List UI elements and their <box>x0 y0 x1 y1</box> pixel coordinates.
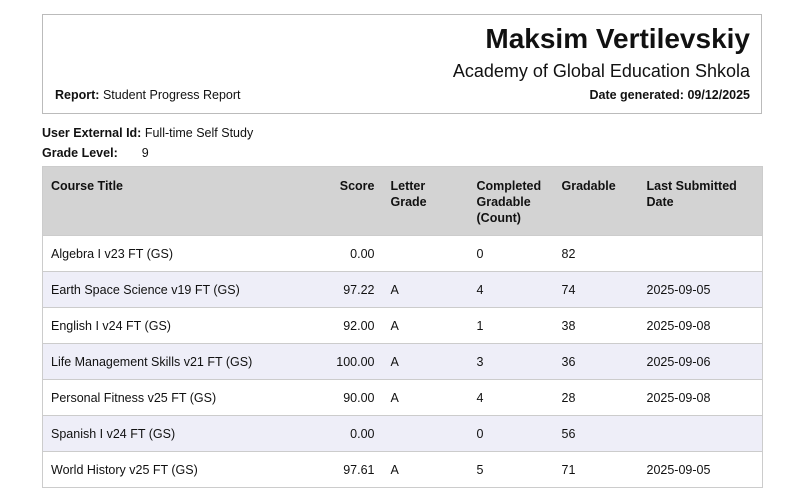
cell: Earth Space Science v19 FT (GS) <box>42 271 321 308</box>
cell: Algebra I v23 FT (GS) <box>42 235 321 272</box>
cell: 5 <box>468 451 554 488</box>
cell: 1 <box>468 307 554 344</box>
value: 09/12/2025 <box>687 88 750 102</box>
course-row: Life Management Skills v21 FT (GS) 100.00… <box>42 343 763 380</box>
cell: Life Management Skills v21 FT (GS) <box>42 343 321 380</box>
label: User External Id: <box>42 126 142 140</box>
course-table: Course Title Score Letter Grade Completed G… <box>42 166 763 488</box>
header-row: Course Title Score Letter Grade Completed G… <box>42 166 763 236</box>
school-name: Academy of Global Education Shkola <box>452 61 750 81</box>
cell: 90.00 <box>320 379 383 416</box>
cell <box>638 235 763 272</box>
cell: 28 <box>553 379 639 416</box>
date-generated: Date generated: 09/12/2025 <box>589 88 750 102</box>
cell: 0.00 <box>320 235 383 272</box>
column-header: Gradable <box>553 166 639 236</box>
course-row: English I v24 FT (GS) 92.00 A 1 38 2025-09-08 <box>42 307 763 344</box>
cell: 0.00 <box>320 415 383 452</box>
cell: World History v25 FT (GS) <box>42 451 321 488</box>
column-header: Score <box>320 166 383 236</box>
cell: 2025-09-05 <box>638 271 763 308</box>
cell: 2025-09-08 <box>638 379 763 416</box>
cell: 0 <box>468 235 554 272</box>
cell: 38 <box>553 307 639 344</box>
cell: English I v24 FT (GS) <box>42 307 321 344</box>
cell: 100.00 <box>320 343 383 380</box>
report-type: Report: Student Progress Report <box>55 88 241 102</box>
label: Date generated: <box>589 88 684 102</box>
cell: A <box>382 451 469 488</box>
cell: A <box>382 271 469 308</box>
cell: 36 <box>553 343 639 380</box>
user-id: User External Id: Full-time Self Study <box>42 123 253 143</box>
course-row: Algebra I v23 FT (GS) 0.00 0 82 <box>42 235 763 272</box>
cell: 3 <box>468 343 554 380</box>
cell: 82 <box>553 235 639 272</box>
report-header: Maksim Vertilevskiy Academy of Global Ed… <box>42 14 762 114</box>
course-row: Personal Fitness v25 FT (GS) 90.00 A 4 28 202… <box>42 379 763 416</box>
course-row: Spanish I v24 FT (GS) 0.00 0 56 <box>42 415 763 452</box>
cell: 71 <box>553 451 639 488</box>
cell: 2025-09-08 <box>638 307 763 344</box>
cell: A <box>382 379 469 416</box>
cell <box>382 415 469 452</box>
column-header: Letter Grade <box>382 166 469 236</box>
cell: 2025-09-06 <box>638 343 763 380</box>
value: Full-time Self Study <box>144 126 254 140</box>
cell <box>638 415 763 452</box>
value: Student Progress Report <box>102 88 241 102</box>
cell: 2025-09-05 <box>638 451 763 488</box>
cell: 0 <box>468 415 554 452</box>
cell: 97.22 <box>320 271 383 308</box>
cell: Spanish I v24 FT (GS) <box>42 415 321 452</box>
cell <box>382 235 469 272</box>
cell: 4 <box>468 271 554 308</box>
grade-level: Grade Level: 9 <box>42 143 253 163</box>
column-header: Completed Gradable (Count) <box>468 166 554 236</box>
value: 9 <box>141 146 149 160</box>
cell: 74 <box>553 271 639 308</box>
column-header: Last Submitted Date <box>638 166 763 236</box>
cell: 4 <box>468 379 554 416</box>
cell: Personal Fitness v25 FT (GS) <box>42 379 321 416</box>
cell: A <box>382 343 469 380</box>
cell: A <box>382 307 469 344</box>
student-name: Maksim Vertilevskiy <box>485 23 750 54</box>
cell: 56 <box>553 415 639 452</box>
label: Report: <box>55 88 100 102</box>
cell: 92.00 <box>320 307 383 344</box>
course-row: Earth Space Science v19 FT (GS) 97.22 A 4 74… <box>42 271 763 308</box>
column-header: Course Title <box>42 166 321 236</box>
student-info: User External Id: Full-time Self Study G… <box>42 123 253 163</box>
course-row: World History v25 FT (GS) 97.61 A 5 71 2025-0… <box>42 451 763 488</box>
cell: 97.61 <box>320 451 383 488</box>
label: Grade Level: <box>42 146 118 160</box>
